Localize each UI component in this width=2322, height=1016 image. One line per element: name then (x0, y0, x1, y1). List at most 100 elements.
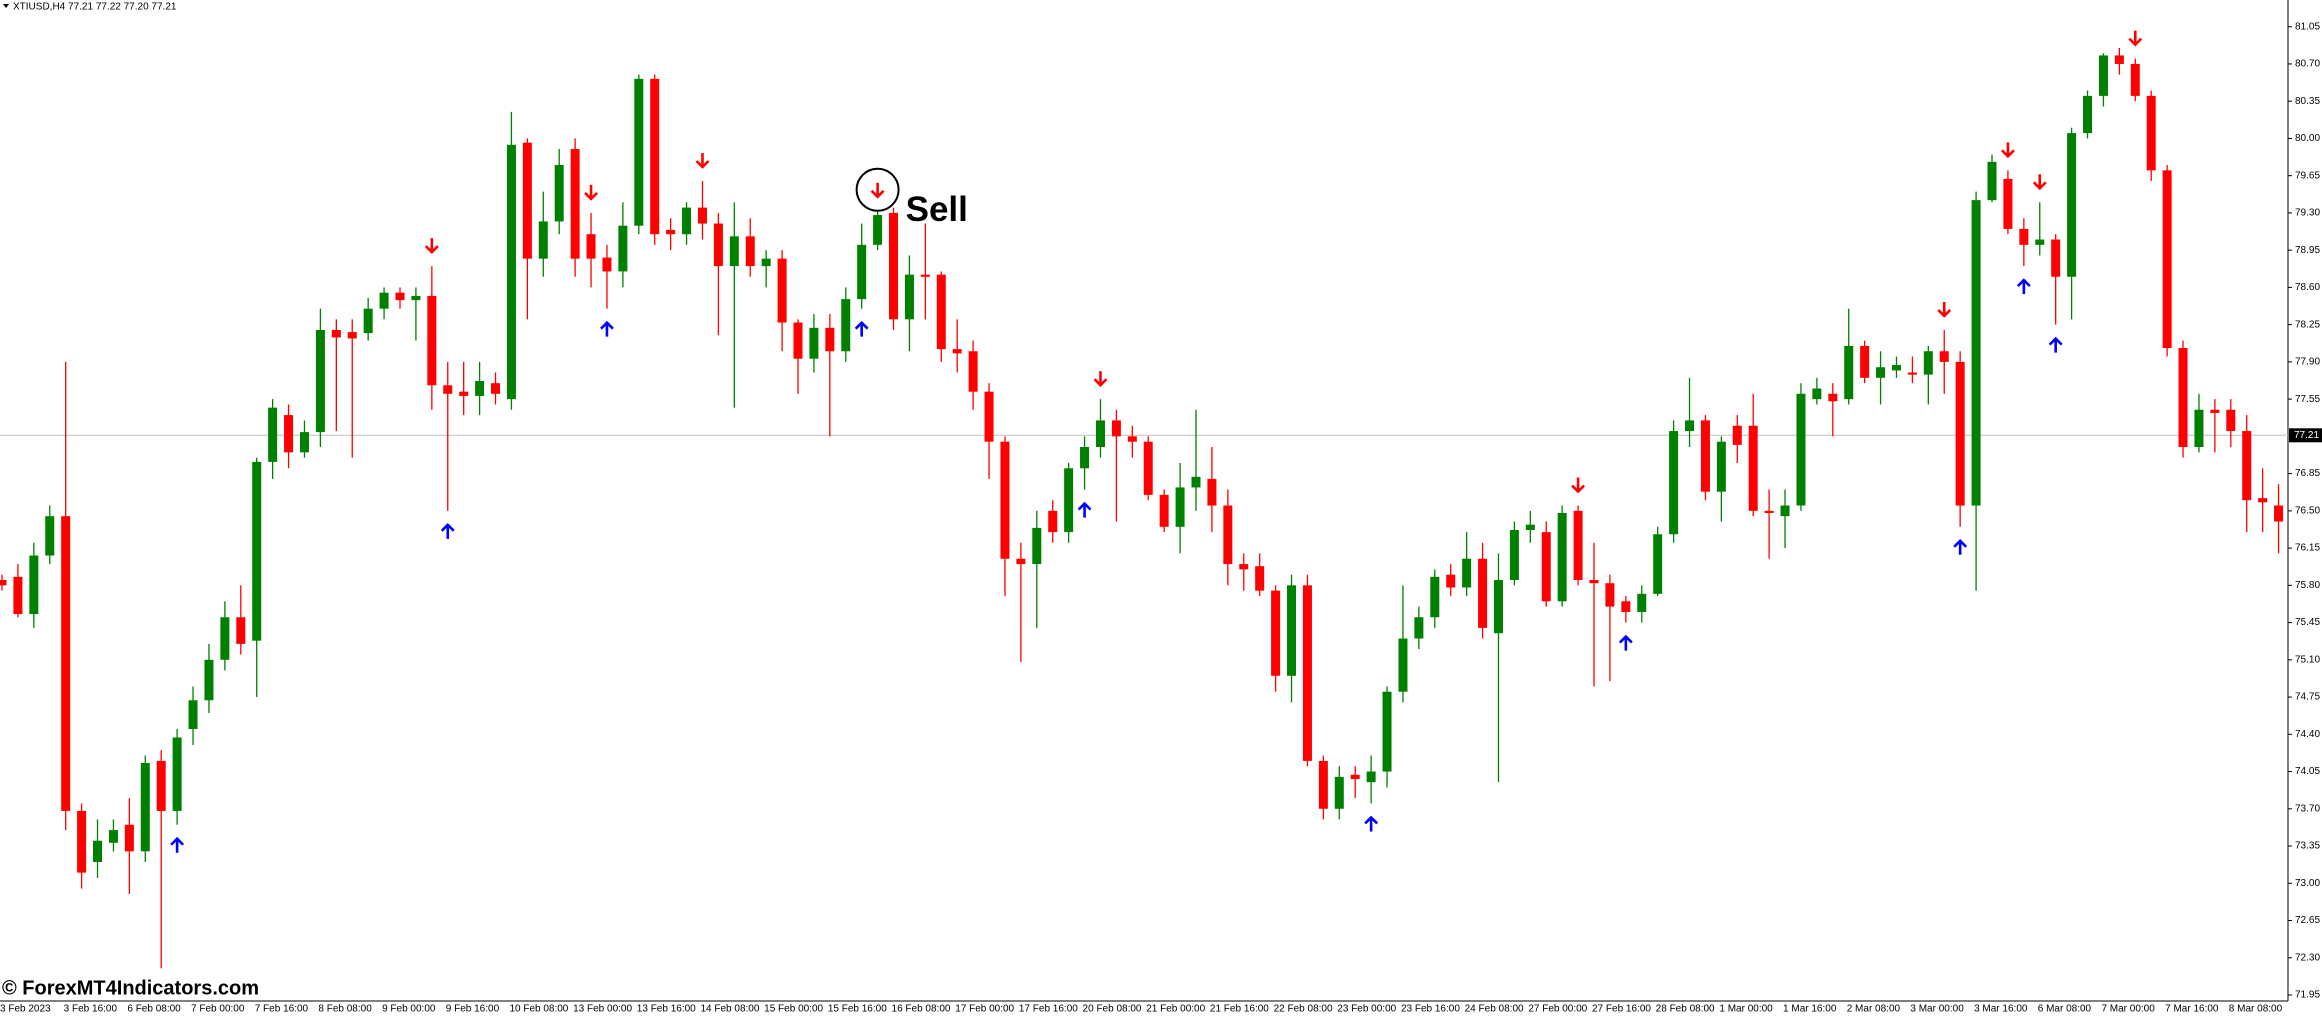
candle-body (1525, 524, 1535, 531)
candle-body (459, 391, 469, 396)
candle-body (61, 516, 71, 811)
candle-body (2146, 95, 2156, 171)
candle-body (1589, 580, 1599, 584)
candle-body (1095, 420, 1105, 448)
candle-body (1446, 574, 1456, 588)
x-tick-label: 10 Feb 08:00 (509, 1004, 568, 1015)
candle-body (268, 407, 278, 462)
candle-body (666, 229, 676, 235)
candle-body (1478, 558, 1488, 628)
x-tick-label: 1 Mar 16:00 (1783, 1004, 1837, 1015)
candle-body (1573, 510, 1583, 581)
candle-body (809, 327, 819, 359)
buy-arrow (1077, 501, 1092, 518)
candle-body (1493, 580, 1503, 634)
x-tick-label: 14 Feb 08:00 (700, 1004, 759, 1015)
candle-body (1541, 532, 1551, 602)
buy-arrow (854, 320, 869, 337)
x-tick-label: 8 Feb 08:00 (318, 1004, 372, 1015)
candle-body (108, 830, 118, 843)
candle-body (2162, 170, 2172, 349)
sell-arrow (1937, 301, 1952, 318)
x-tick-label: 7 Feb 16:00 (255, 1004, 309, 1015)
sell-arrow (424, 238, 439, 254)
candle-body (1080, 447, 1090, 469)
sell-arrow (584, 184, 598, 201)
x-tick-label: 3 Feb 2023 (0, 1004, 51, 1015)
chart-header: XTIUSD,H4 77.21 77.22 77.20 77.21 (13, 2, 177, 13)
x-tick-label: 9 Feb 16:00 (446, 1004, 500, 1015)
buy-arrow (2016, 278, 2031, 295)
sell-arrow (2128, 30, 2143, 47)
watermark: © ForexMT4Indicators.com (2, 977, 259, 999)
candle-body (1891, 365, 1901, 371)
buy-arrow (2048, 336, 2063, 353)
candle-body (889, 212, 899, 320)
candle-body (1016, 558, 1026, 565)
candle-body (2258, 498, 2268, 503)
candle-body (1207, 478, 1217, 506)
x-tick-label: 27 Feb 16:00 (1592, 1004, 1651, 1015)
sell-arrow (695, 152, 710, 169)
y-tick-label: 75.80 (2295, 580, 2320, 591)
candle-body (586, 234, 596, 259)
candle-body (570, 149, 580, 259)
candle-body (172, 737, 182, 811)
candle-body (1143, 441, 1153, 495)
candle-body (475, 381, 485, 396)
candle-body (1350, 774, 1360, 779)
candle-body (1271, 590, 1281, 676)
y-tick-label: 78.60 (2295, 282, 2320, 293)
candle-body (1653, 534, 1663, 594)
candle-body (443, 385, 453, 394)
candle-body (650, 78, 660, 235)
candle-body (93, 840, 103, 862)
sell-arrow (1571, 477, 1585, 494)
candle-body (411, 295, 421, 301)
candle-body (1876, 367, 1886, 378)
candle-body (602, 257, 612, 272)
candle-body (841, 299, 851, 352)
candle-body (968, 351, 978, 392)
candle-body (538, 221, 548, 259)
y-tick-label: 73.35 (2295, 841, 2320, 852)
candle-body (1939, 351, 1949, 362)
candle-body (1557, 512, 1567, 602)
x-tick-label: 7 Mar 00:00 (2101, 1004, 2155, 1015)
candle-body (1732, 425, 1742, 445)
candle-body (379, 292, 389, 309)
candle-body (427, 295, 437, 386)
candle-body (1764, 510, 1774, 513)
y-tick-label: 73.00 (2295, 878, 2320, 889)
candle-body (2210, 409, 2220, 413)
candle-body (1398, 638, 1408, 692)
candle-body (2067, 133, 2077, 277)
candle-body (1366, 771, 1376, 783)
sell-arrow (1093, 371, 1108, 387)
candle-body (825, 327, 835, 352)
y-tick-label: 72.30 (2295, 952, 2320, 963)
y-tick-label: 80.35 (2295, 96, 2320, 107)
candle-body (347, 332, 357, 339)
candle-body (188, 700, 198, 729)
candle-body (2242, 431, 2252, 501)
candle-body (363, 308, 373, 334)
x-tick-label: 21 Feb 16:00 (1210, 1004, 1269, 1015)
candle-body (1796, 393, 1806, 506)
candle-body (1382, 691, 1392, 772)
current-price-label: 77.21 (2294, 430, 2319, 441)
candle-body (491, 383, 501, 394)
x-tick-label: 1 Mar 00:00 (1719, 1004, 1773, 1015)
x-tick-label: 22 Feb 08:00 (1274, 1004, 1333, 1015)
candle-body (1000, 441, 1010, 559)
x-tick-label: 7 Mar 16:00 (2165, 1004, 2219, 1015)
candle-body (1048, 510, 1058, 533)
candle-body (936, 274, 946, 350)
candle-body (1064, 468, 1074, 533)
annotation-text: Sell (906, 190, 968, 229)
sell-arrow (2001, 142, 2015, 159)
candle-body (29, 555, 39, 615)
sell-arrow (870, 182, 885, 199)
x-tick-label: 24 Feb 08:00 (1465, 1004, 1524, 1015)
candle-body (1621, 601, 1631, 612)
